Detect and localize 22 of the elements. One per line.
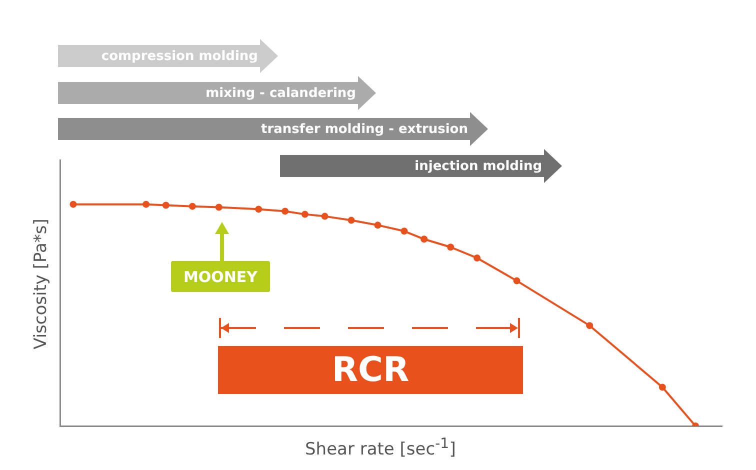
point [447,244,454,251]
point [215,204,222,211]
y-axis-title: Viscosity [Pa*s] [31,218,51,352]
point [348,216,355,224]
point [142,200,150,208]
label-box: RCR [218,346,523,394]
point [282,208,289,215]
point [301,210,308,218]
point [658,384,666,391]
point [70,200,77,208]
point [400,228,408,235]
point [374,222,382,229]
point [474,254,481,262]
label-box: MOONEY [171,261,270,292]
point [321,212,328,220]
point [586,322,594,330]
point [162,202,170,209]
point [513,277,520,284]
point [188,202,196,210]
point [420,236,428,243]
point [255,206,262,213]
x-axis-title: Shear rate [sec$^{-1}$] [305,436,456,460]
